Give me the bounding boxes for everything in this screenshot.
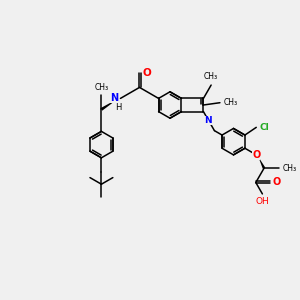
- Text: CH₃: CH₃: [282, 164, 297, 173]
- Text: Cl: Cl: [259, 123, 269, 132]
- Text: O: O: [272, 178, 280, 188]
- Text: CH₃: CH₃: [94, 83, 109, 92]
- Text: N: N: [204, 116, 212, 124]
- Text: CH₃: CH₃: [204, 72, 218, 81]
- Polygon shape: [100, 98, 118, 111]
- Polygon shape: [258, 157, 265, 169]
- Text: O: O: [252, 150, 260, 160]
- Text: OH: OH: [256, 197, 269, 206]
- Text: CH₃: CH₃: [224, 98, 238, 107]
- Text: H: H: [115, 103, 122, 112]
- Text: N: N: [110, 93, 118, 103]
- Text: O: O: [142, 68, 151, 78]
